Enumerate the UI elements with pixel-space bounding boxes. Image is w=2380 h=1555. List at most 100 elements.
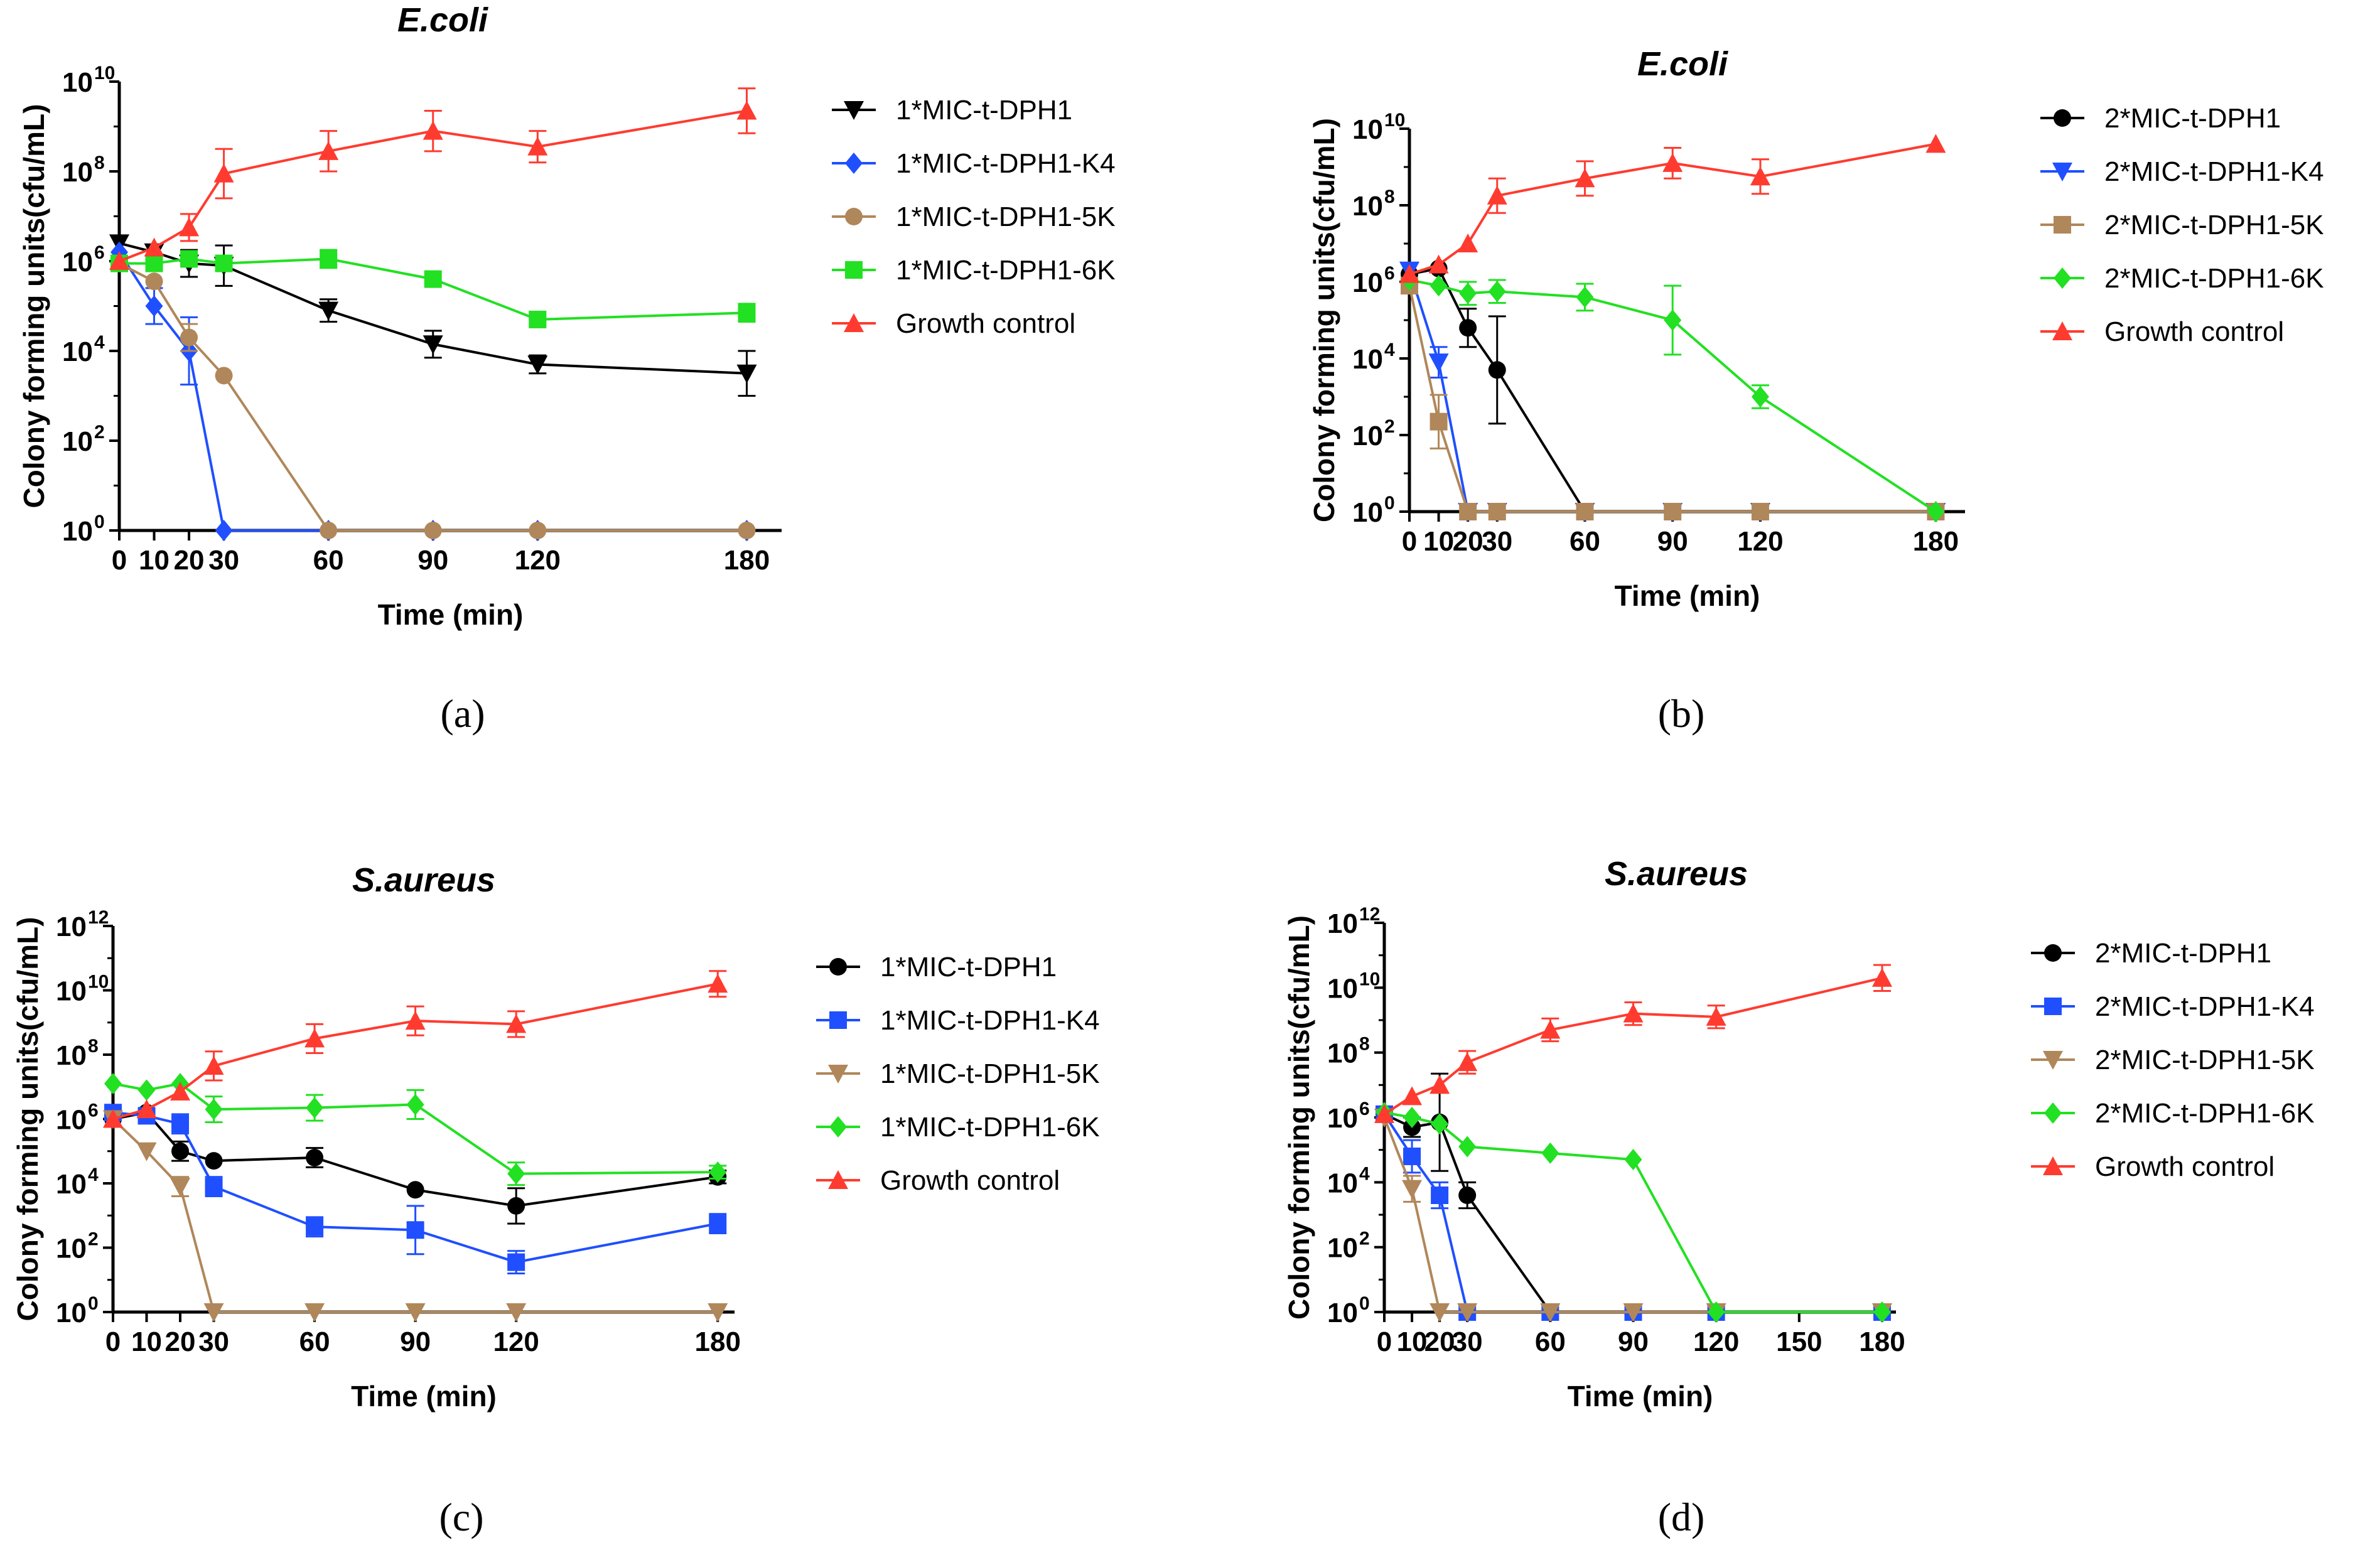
data-point: [1428, 254, 1449, 274]
series-line-3: [119, 262, 747, 532]
series-2: [1376, 1105, 1891, 1321]
data-point: [507, 1253, 525, 1271]
y-tick-label: 10: [62, 336, 93, 367]
series-5: [103, 970, 728, 1128]
legend-item-5: Growth control: [2040, 316, 2284, 347]
series-3: [1374, 1109, 1892, 1322]
data-point: [709, 1215, 727, 1233]
data-point: [1374, 1104, 1394, 1123]
chart-title: S.aureus: [1605, 855, 1748, 893]
data-point: [1541, 1142, 1559, 1164]
data-point: [406, 1094, 424, 1116]
legend-marker: [2044, 998, 2062, 1015]
legend-marker: [845, 208, 863, 225]
data-point: [529, 522, 547, 539]
y-tick-exponent: 10: [1359, 969, 1380, 989]
y-tick-exponent: 6: [1359, 1099, 1370, 1119]
legend-item-2: 2*MIC-t-DPH1-K4: [2031, 991, 2315, 1022]
series-line-4: [119, 257, 747, 321]
legend-label: 2*MIC-t-DPH1-6K: [2104, 263, 2324, 294]
series-line-3: [112, 1118, 718, 1313]
series-4: [110, 249, 756, 328]
series-line-5: [119, 109, 747, 262]
x-tick-label: 10: [131, 1326, 162, 1357]
data-point: [136, 1099, 157, 1119]
legend-marker: [844, 101, 864, 120]
series-5: [1374, 964, 1892, 1123]
y-tick-label: 10: [56, 912, 87, 942]
y-tick-label: 10: [1352, 267, 1383, 298]
y-tick-label: 10: [56, 976, 87, 1007]
x-tick-label: 30: [208, 545, 239, 576]
chart-title: S.aureus: [352, 861, 495, 899]
legend-label: 1*MIC-t-DPH1-K4: [896, 148, 1116, 179]
y-tick-exponent: 2: [1359, 1229, 1370, 1249]
data-point: [1403, 1148, 1421, 1165]
y-tick-exponent: 10: [94, 63, 115, 83]
data-point: [1431, 1113, 1449, 1135]
data-point: [306, 1149, 324, 1166]
data-point: [1430, 1075, 1450, 1094]
legend-item-3: 1*MIC-t-DPH1-5K: [832, 202, 1116, 232]
data-point: [1457, 1303, 1478, 1322]
data-point: [1707, 1301, 1725, 1323]
y-axis-title: Colony forming units(cfu/mL): [1283, 915, 1315, 1320]
y-tick-exponent: 2: [1384, 416, 1395, 437]
x-tick-label: 20: [1424, 1326, 1455, 1357]
data-point: [1457, 1052, 1478, 1072]
legend-item-4: 2*MIC-t-DPH1-6K: [2031, 1098, 2315, 1129]
data-point: [1488, 281, 1506, 303]
y-axis-title: Colony forming units(cfu/mL): [1308, 118, 1340, 522]
y-tick-label: 10: [1352, 191, 1383, 222]
y-tick-label: 10: [1327, 1168, 1358, 1198]
legend-item-3: 2*MIC-t-DPH1-5K: [2040, 210, 2324, 240]
data-point: [738, 522, 756, 539]
data-point: [527, 136, 548, 156]
data-point: [1430, 412, 1448, 431]
legend-label: Growth control: [880, 1165, 1060, 1196]
series-3: [110, 254, 756, 539]
y-tick-label: 10: [56, 1040, 87, 1071]
data-point: [205, 1099, 223, 1121]
legend-label: 1*MIC-t-DPH1-5K: [896, 202, 1116, 232]
data-point: [1927, 501, 1945, 522]
y-tick-exponent: 4: [1359, 1163, 1370, 1184]
series-4: [1401, 269, 1945, 522]
data-point: [170, 1178, 191, 1197]
x-tick-label: 60: [299, 1326, 330, 1357]
x-tick-label: 60: [313, 545, 344, 576]
data-point: [507, 1163, 525, 1185]
legend-marker: [845, 261, 863, 279]
data-point: [708, 974, 728, 993]
legend-label: 1*MIC-t-DPH1-K4: [880, 1005, 1100, 1036]
series-5: [109, 87, 757, 270]
data-point: [1750, 166, 1770, 186]
data-point: [1487, 185, 1507, 205]
legend-item-4: 1*MIC-t-DPH1-6K: [816, 1112, 1100, 1143]
y-tick-exponent: 10: [88, 972, 109, 993]
data-point: [1459, 282, 1477, 304]
data-point: [1430, 275, 1448, 297]
data-point: [171, 1115, 190, 1133]
legend-label: Growth control: [2095, 1151, 2275, 1182]
legend-item-3: 2*MIC-t-DPH1-5K: [2031, 1045, 2315, 1075]
legend-marker: [2054, 109, 2071, 127]
x-tick-label: 180: [695, 1326, 741, 1357]
legend-label: 2*MIC-t-DPH1-6K: [2095, 1098, 2315, 1129]
y-tick-label: 10: [56, 1298, 87, 1328]
data-point: [1459, 319, 1477, 337]
y-tick-label: 10: [62, 426, 93, 457]
legend-marker: [828, 1170, 848, 1189]
data-point: [320, 250, 338, 268]
data-point: [1540, 1020, 1561, 1039]
x-tick-label: 120: [1693, 1326, 1739, 1357]
x-tick-label: 0: [105, 1326, 121, 1357]
data-point: [1488, 361, 1506, 379]
data-point: [1459, 503, 1477, 520]
x-tick-label: 180: [1913, 526, 1959, 557]
data-point: [1706, 1006, 1726, 1026]
data-point: [1458, 1136, 1477, 1158]
x-tick-label: 150: [1776, 1326, 1822, 1357]
data-point: [306, 1097, 324, 1119]
y-tick-exponent: 12: [88, 907, 109, 928]
